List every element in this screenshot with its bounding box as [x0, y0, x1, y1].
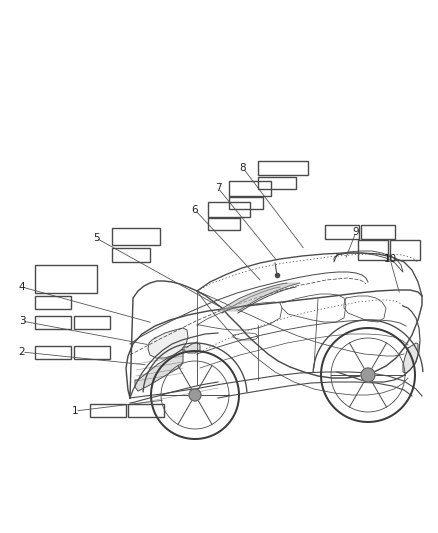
Bar [208, 218, 240, 230]
Circle shape [361, 368, 375, 382]
Circle shape [189, 389, 201, 401]
Polygon shape [135, 349, 183, 391]
Polygon shape [184, 342, 200, 353]
Bar [112, 248, 150, 262]
Bar [229, 197, 263, 209]
Bar [361, 225, 395, 239]
Bar [208, 202, 250, 217]
Bar [35, 346, 71, 359]
Bar [112, 228, 160, 245]
Polygon shape [218, 283, 300, 311]
Text: 6: 6 [192, 205, 198, 215]
Bar [74, 316, 110, 329]
Bar [258, 161, 308, 175]
Bar [325, 225, 359, 239]
Polygon shape [403, 343, 418, 373]
Text: 2: 2 [19, 347, 25, 357]
Text: 5: 5 [93, 233, 99, 243]
Bar [390, 240, 420, 260]
Text: 10: 10 [383, 254, 396, 264]
Text: 8: 8 [240, 163, 246, 173]
Bar [90, 404, 126, 417]
Polygon shape [148, 328, 188, 358]
Bar [35, 316, 71, 329]
Bar [35, 296, 71, 309]
Bar [74, 346, 110, 359]
Bar [358, 240, 388, 260]
Bar [258, 177, 296, 189]
Text: 4: 4 [19, 282, 25, 292]
Text: 9: 9 [353, 227, 359, 237]
Bar [229, 181, 271, 196]
Bar [35, 265, 97, 293]
Text: 3: 3 [19, 316, 25, 326]
Bar [128, 404, 164, 417]
Text: 7: 7 [215, 183, 221, 193]
Text: 1: 1 [72, 406, 78, 416]
